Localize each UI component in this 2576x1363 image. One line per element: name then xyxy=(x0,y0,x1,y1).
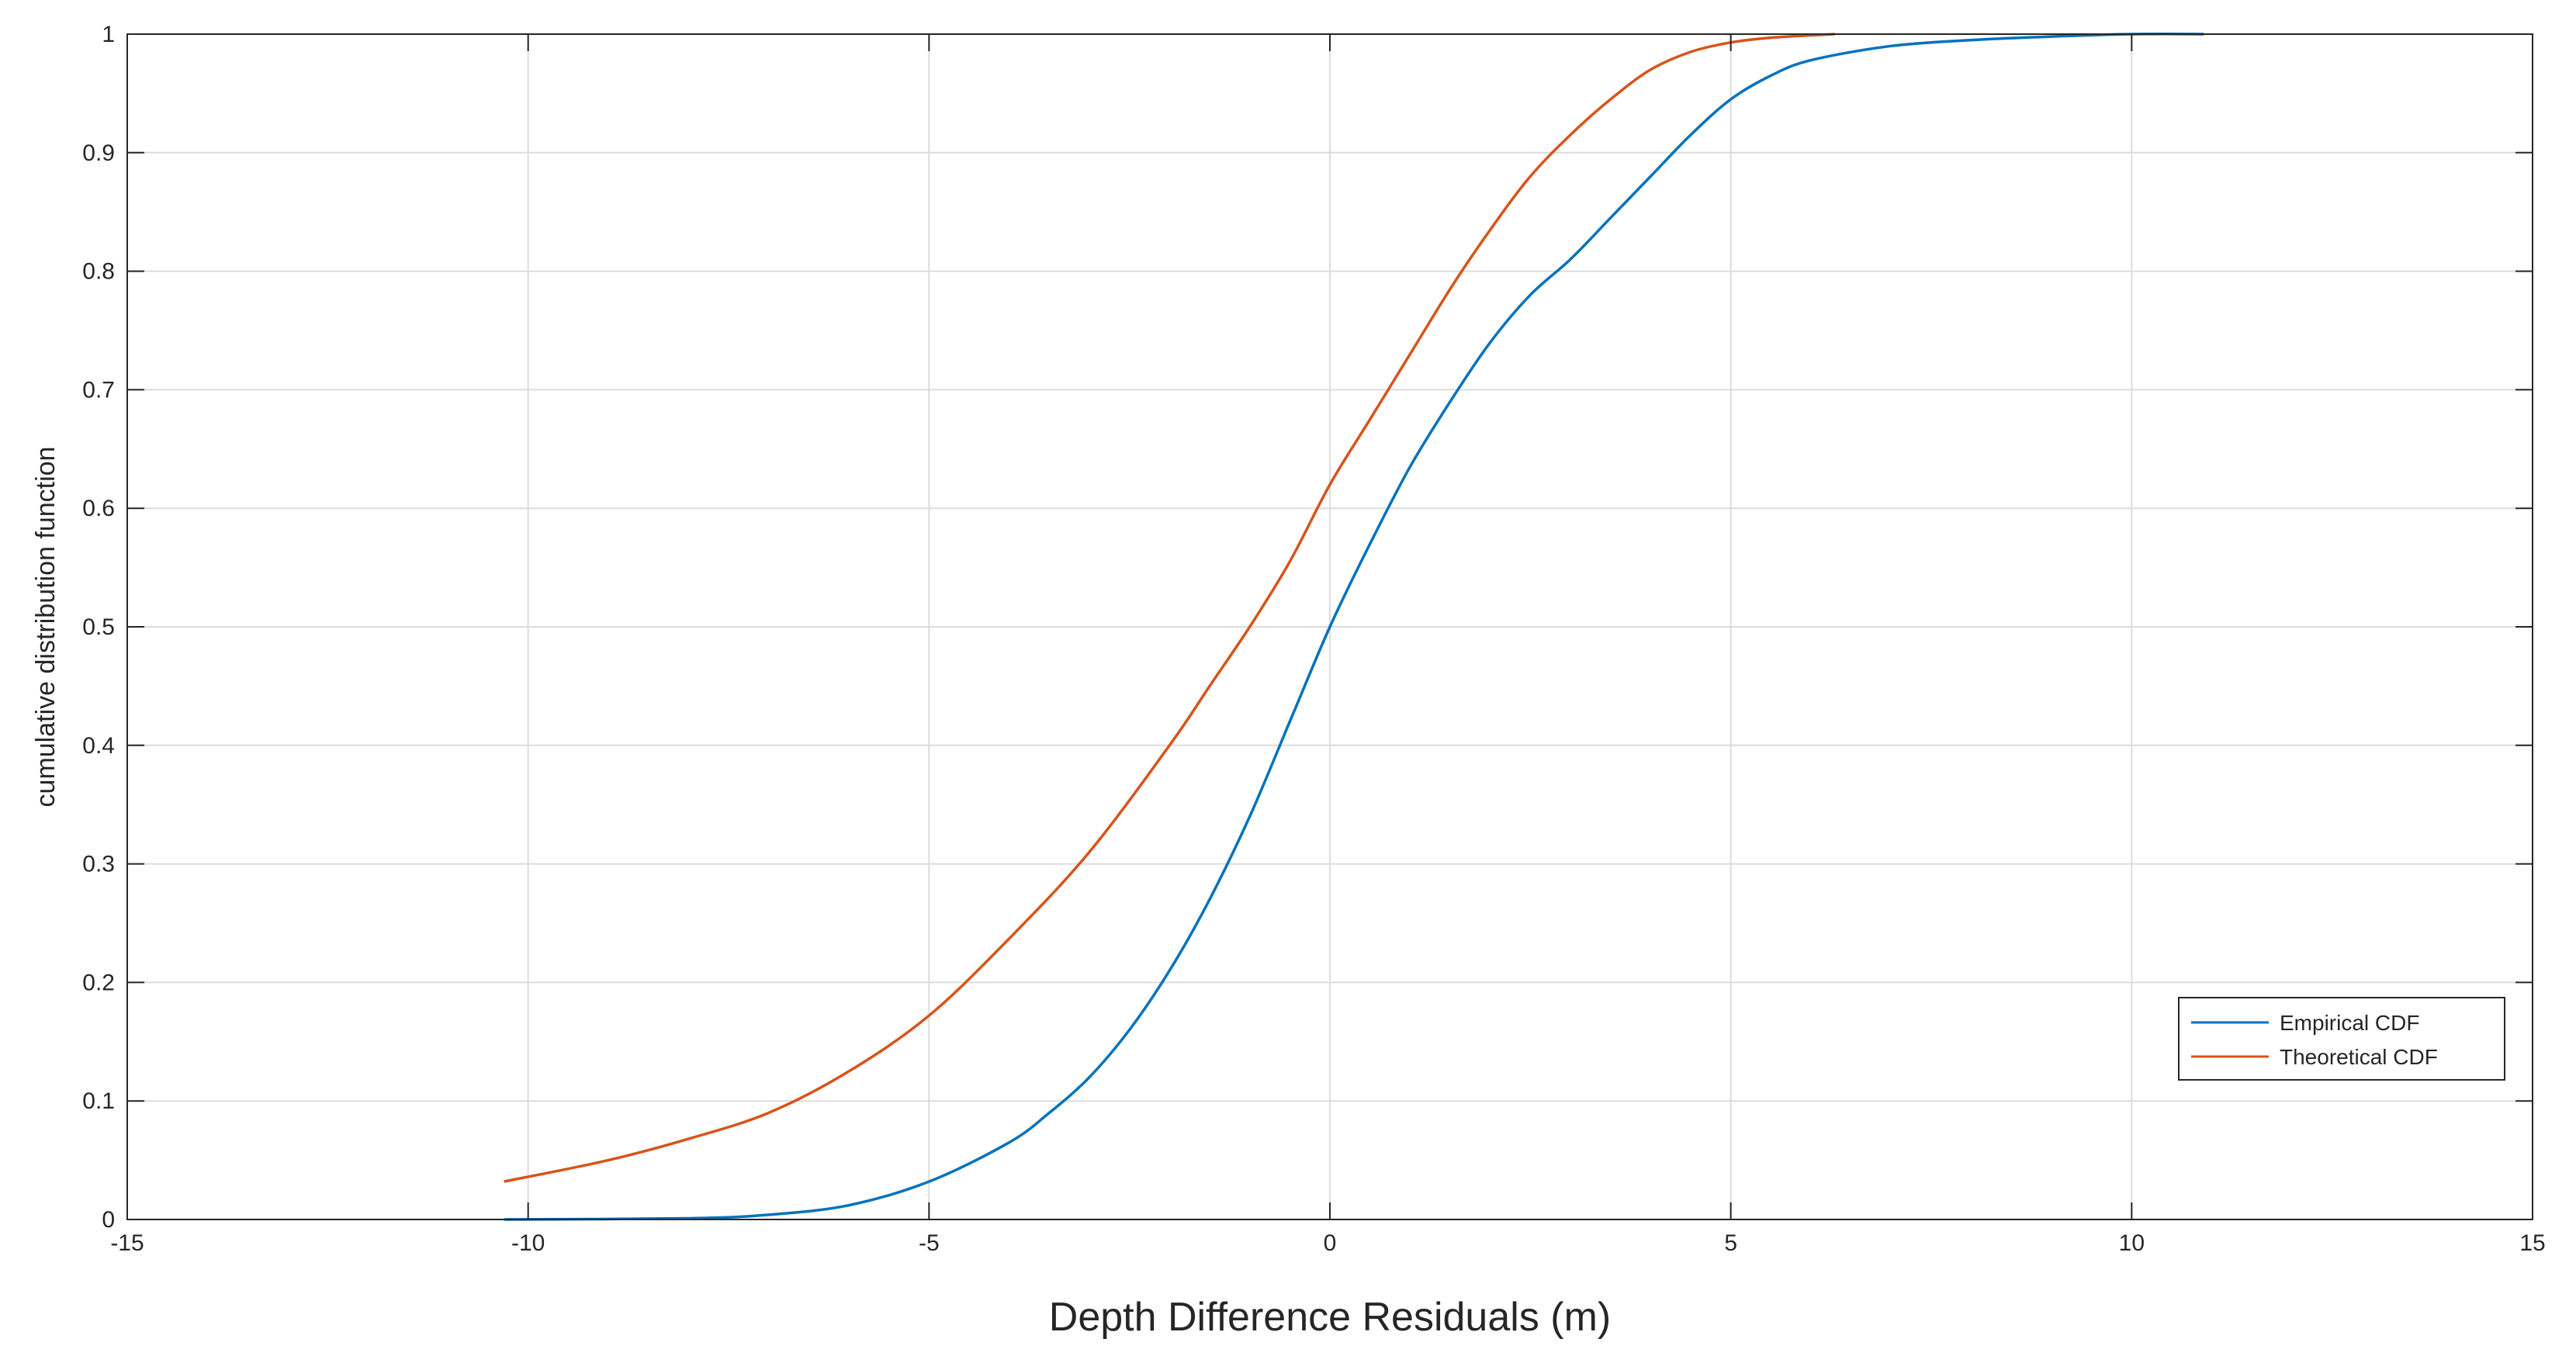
theoretical-cdf-line xyxy=(504,33,1836,1183)
y-tick-label: 0.3 xyxy=(82,852,115,877)
y-tick-label: 0.5 xyxy=(82,614,115,640)
legend-label-empirical: Empirical CDF xyxy=(2280,1011,2419,1035)
legend: Empirical CDF Theoretical CDF xyxy=(2178,997,2505,1081)
y-tick-label: 0.9 xyxy=(82,140,115,166)
y-tick-label: 0.1 xyxy=(82,1088,115,1114)
axis-ticks: -15 -10 -5 0 5 10 15 0 0.1 0.2 0.3 0.4 0.5 0.6 0.7 0.8 0… xyxy=(82,22,2545,1256)
x-axis-title: Depth Difference Residuals (m) xyxy=(1049,1295,1611,1340)
y-tick-label: 1 xyxy=(102,22,115,47)
y-tick-label: 0 xyxy=(102,1207,115,1233)
y-axis-title: cumulative distribution function xyxy=(31,447,61,808)
x-tick-label: -15 xyxy=(110,1230,144,1256)
empirical-cdf-line xyxy=(504,33,2204,1221)
y-tick-label: 0.8 xyxy=(82,259,115,285)
legend-box xyxy=(2178,997,2505,1081)
y-tick-label: 0.2 xyxy=(82,970,115,995)
x-tick-label: -5 xyxy=(919,1230,940,1256)
y-tick-label: 0.7 xyxy=(82,377,115,403)
x-tick-label: 15 xyxy=(2519,1230,2545,1256)
series-lines xyxy=(504,33,2204,1221)
legend-label-theoretical: Theoretical CDF xyxy=(2280,1045,2438,1069)
x-tick-label: 10 xyxy=(2119,1230,2145,1256)
x-tick-label: 0 xyxy=(1324,1230,1337,1256)
x-tick-label: 5 xyxy=(1724,1230,1737,1256)
x-tick-label: -10 xyxy=(511,1230,545,1256)
y-tick-label: 0.4 xyxy=(82,733,115,759)
y-tick-label: 0.6 xyxy=(82,496,115,521)
